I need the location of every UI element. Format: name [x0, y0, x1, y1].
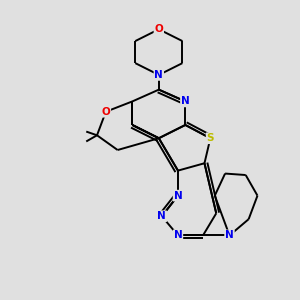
Text: O: O [154, 24, 163, 34]
Text: O: O [101, 107, 110, 117]
Text: N: N [154, 70, 163, 80]
Text: N: N [174, 190, 182, 201]
Text: S: S [207, 133, 214, 143]
Text: N: N [158, 211, 166, 221]
Text: N: N [181, 96, 190, 106]
Text: N: N [225, 230, 234, 240]
Text: N: N [174, 230, 182, 240]
